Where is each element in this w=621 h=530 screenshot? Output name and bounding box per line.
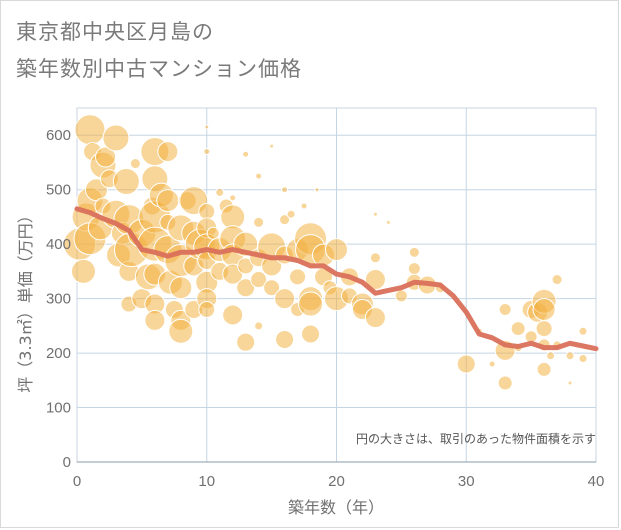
y-tick-label: 300 <box>46 291 71 308</box>
bubble-point <box>298 291 324 317</box>
bubble-point <box>169 276 193 300</box>
bubble-point <box>102 124 130 152</box>
x-tick-label: 10 <box>198 473 215 490</box>
bubble-point <box>70 258 96 284</box>
trend-layer <box>74 206 599 352</box>
bubble-point <box>242 150 250 158</box>
y-tick-label: 100 <box>46 400 71 417</box>
tick-labels: 0 100 200 300 400 500 600 0 10 20 30 40 <box>46 127 604 490</box>
bubble-point <box>300 202 308 210</box>
bubble-point <box>198 202 216 220</box>
bubble-point <box>254 321 264 331</box>
chart-title-line1: 東京都中央区月島の <box>16 20 214 44</box>
bubble-point <box>156 189 180 213</box>
bubble-point <box>510 321 526 337</box>
bubble-point <box>222 263 244 285</box>
bubble-point <box>532 298 556 322</box>
bubble-point <box>364 269 386 291</box>
bubble-point <box>498 303 512 317</box>
bubble-point <box>578 354 588 364</box>
bubble-point <box>74 114 106 146</box>
bubble-point <box>369 252 381 264</box>
bubble-point <box>565 351 575 361</box>
bubble-point <box>301 324 321 344</box>
bubble-point <box>325 238 348 262</box>
bubble-point <box>255 172 263 180</box>
bubble-point <box>236 278 256 298</box>
bubble-point <box>236 332 256 352</box>
x-tick-label: 30 <box>458 473 475 490</box>
y-tick-label: 500 <box>46 182 71 199</box>
bubble-point <box>144 309 166 331</box>
bubble-point <box>407 262 421 276</box>
y-axis-label: 坪（3.3㎡）単価（万円） <box>16 207 35 392</box>
bubble-point <box>215 187 225 197</box>
bubble-point <box>314 187 320 193</box>
bubble-point <box>112 168 140 196</box>
bubble-point <box>488 360 496 368</box>
bubble-point <box>281 186 289 194</box>
bubble-point <box>289 268 307 286</box>
bubble-point <box>274 288 296 310</box>
bubble-point <box>394 289 408 303</box>
bubble-point <box>129 158 141 170</box>
y-tick-label: 0 <box>63 454 71 471</box>
bubble-point <box>157 141 179 163</box>
bubble-point <box>269 143 275 149</box>
bubble-point <box>551 274 563 286</box>
y-tick-label: 200 <box>46 345 71 362</box>
bubble-point <box>275 329 295 349</box>
bubble-layer <box>63 114 588 391</box>
bubble-point <box>535 320 553 338</box>
bubble-point <box>567 380 573 386</box>
bubble-point <box>198 301 216 319</box>
bubble-point <box>286 209 296 219</box>
bubble-point <box>222 304 244 326</box>
y-tick-label: 600 <box>46 127 71 144</box>
bubble-point <box>536 361 552 377</box>
bubble-point <box>263 279 281 297</box>
size-note: 円の大きさは、取引のあった物件面積を示す <box>356 431 596 446</box>
bubble-point <box>237 257 255 275</box>
bubble-point <box>229 194 237 202</box>
bubble-point <box>497 375 513 391</box>
bubble-point <box>372 211 378 217</box>
bubble-point <box>364 307 386 329</box>
bubble-point <box>250 271 268 289</box>
bubble-point <box>95 146 117 168</box>
x-tick-label: 40 <box>588 473 605 490</box>
bubble-point <box>578 326 588 336</box>
bubble-point <box>253 216 265 228</box>
y-tick-label: 400 <box>46 236 71 253</box>
bubble-point <box>546 351 556 361</box>
bubble-point <box>408 246 420 258</box>
x-tick-label: 0 <box>73 473 81 490</box>
bubble-point <box>168 318 194 344</box>
bubble-point <box>385 219 391 225</box>
x-tick-label: 20 <box>328 473 345 490</box>
bubble-point <box>279 214 291 226</box>
bubble-point <box>456 354 476 374</box>
bubble-point <box>204 124 210 130</box>
bubble-point <box>203 148 211 156</box>
chart-title-line2: 築年数別中古マンション価格 <box>16 57 302 81</box>
trend-line <box>74 206 599 352</box>
x-axis-label: 築年数（年） <box>288 498 384 517</box>
